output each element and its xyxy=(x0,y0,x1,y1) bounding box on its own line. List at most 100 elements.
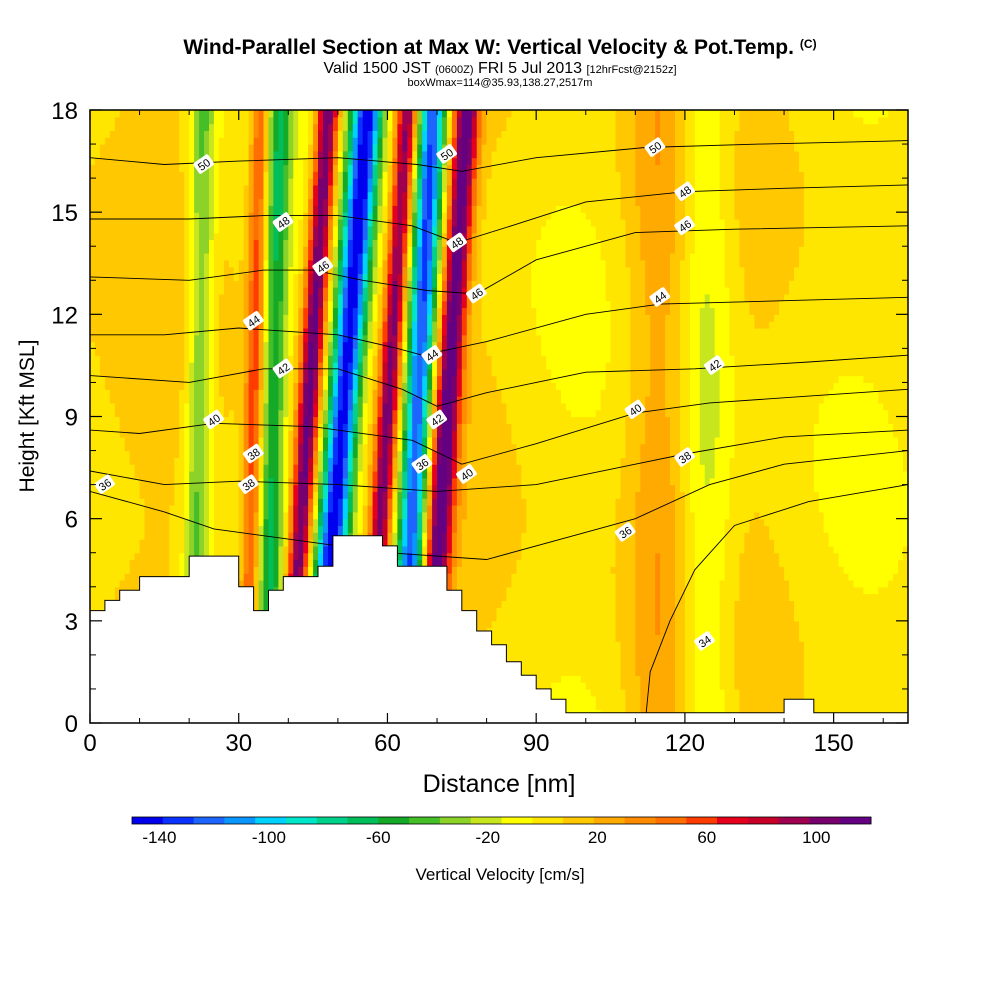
contour-label: 44 xyxy=(242,310,264,331)
colorbar-swatch xyxy=(378,817,410,824)
heatmap-cell xyxy=(451,430,458,458)
heatmap-cell xyxy=(357,396,364,418)
heatmap-cell xyxy=(268,205,275,370)
heatmap-cell xyxy=(367,225,374,247)
heatmap-cell xyxy=(442,334,448,349)
heatmap-cell xyxy=(456,505,463,567)
heatmap-cell xyxy=(397,518,403,540)
heatmap-cell xyxy=(397,491,403,520)
colorbar-tick-label: 20 xyxy=(588,828,607,847)
heatmap-cell xyxy=(456,137,463,172)
heatmap-cell xyxy=(779,300,785,567)
svg-text:40: 40 xyxy=(459,467,476,484)
heatmap-cell xyxy=(427,314,433,336)
heatmap-cell xyxy=(313,477,319,492)
heatmap-cell xyxy=(516,559,522,723)
heatmap-cell xyxy=(323,198,329,227)
heatmap-cell xyxy=(789,130,795,281)
heatmap-cell xyxy=(313,280,319,336)
heatmap-cell xyxy=(402,150,408,193)
heatmap-cell xyxy=(342,287,349,309)
heatmap-cell xyxy=(660,110,666,723)
heatmap-cell xyxy=(347,266,354,363)
heatmap-cell xyxy=(313,389,319,404)
heatmap-cell xyxy=(332,225,339,247)
heatmap-cell xyxy=(432,525,438,554)
heatmap-cell xyxy=(600,259,607,390)
heatmap-cell xyxy=(387,110,394,131)
heatmap-cell xyxy=(342,110,349,131)
heatmap-cell xyxy=(397,450,403,472)
heatmap-cell xyxy=(848,580,855,723)
heatmap-cell xyxy=(372,355,379,390)
heatmap-cell xyxy=(749,314,755,520)
heatmap-cell xyxy=(184,402,190,520)
heatmap-cell xyxy=(109,130,116,404)
heatmap-cell xyxy=(318,150,324,179)
y-axis-label: Height [Kft MSL] xyxy=(16,340,39,493)
heatmap-cell xyxy=(377,178,384,206)
heatmap-cell xyxy=(278,219,284,302)
heatmap-cell xyxy=(318,552,324,574)
heatmap-cell xyxy=(328,184,334,206)
heatmap-cell xyxy=(442,110,448,118)
heatmap-cell xyxy=(318,498,324,513)
heatmap-cell xyxy=(665,314,671,418)
contour-label: 50 xyxy=(436,144,457,164)
heatmap-cell xyxy=(427,423,433,438)
heatmap-cell xyxy=(794,150,800,268)
heatmap-cell xyxy=(278,545,284,595)
svg-text:34: 34 xyxy=(697,634,714,651)
heatmap-cell xyxy=(496,389,503,608)
heatmap-cell xyxy=(888,580,894,723)
heatmap-cell xyxy=(427,110,433,145)
heatmap-cell xyxy=(372,219,379,240)
heatmap-cell xyxy=(407,171,413,186)
heatmap-cell xyxy=(833,110,840,383)
heatmap-cell xyxy=(218,137,225,295)
heatmap-cell xyxy=(442,191,448,213)
heatmap-cell xyxy=(377,416,384,438)
heatmap-cell xyxy=(853,110,860,118)
heatmap-cell xyxy=(794,266,800,622)
heatmap-cell xyxy=(323,287,329,302)
heatmap-cell xyxy=(903,545,908,723)
heatmap-cell xyxy=(323,266,329,288)
heatmap-cell xyxy=(878,402,884,588)
heatmap-cell xyxy=(476,137,483,165)
heatmap-cell xyxy=(456,396,463,424)
heatmap-cell xyxy=(873,389,879,595)
heatmap-cell xyxy=(263,110,270,172)
heatmap-cell xyxy=(332,348,339,363)
heatmap-cell xyxy=(407,375,413,404)
heatmap-cell xyxy=(313,505,319,520)
heatmap-cell xyxy=(402,287,408,302)
heatmap-cell xyxy=(313,532,319,547)
heatmap-cell xyxy=(689,110,696,254)
heatmap-cell xyxy=(754,110,760,329)
heatmap-cell xyxy=(332,266,339,288)
heatmap-cell xyxy=(328,471,334,492)
heatmap-cell xyxy=(347,219,354,240)
heatmap-cell xyxy=(536,110,542,240)
contour-label: 46 xyxy=(674,215,695,236)
heatmap-cell xyxy=(332,416,339,438)
heatmap-cell xyxy=(392,423,398,445)
heatmap-cell xyxy=(402,430,408,452)
heatmap-cell xyxy=(665,110,671,315)
heatmap-cell xyxy=(437,171,443,200)
heatmap-cell xyxy=(308,457,314,472)
heatmap-cell xyxy=(774,552,780,723)
heatmap-cell xyxy=(323,450,329,472)
heatmap-cell xyxy=(828,110,835,390)
heatmap-cell xyxy=(769,110,775,322)
heatmap-cell xyxy=(104,110,111,138)
heatmap-cell xyxy=(377,137,384,159)
heatmap-cell xyxy=(372,266,379,295)
heatmap-cell xyxy=(432,450,438,465)
heatmap-cell xyxy=(481,219,488,343)
heatmap-cell xyxy=(878,110,884,118)
heatmap-cell xyxy=(432,110,438,166)
heatmap-cell xyxy=(446,300,453,322)
heatmap-cell xyxy=(352,402,359,424)
